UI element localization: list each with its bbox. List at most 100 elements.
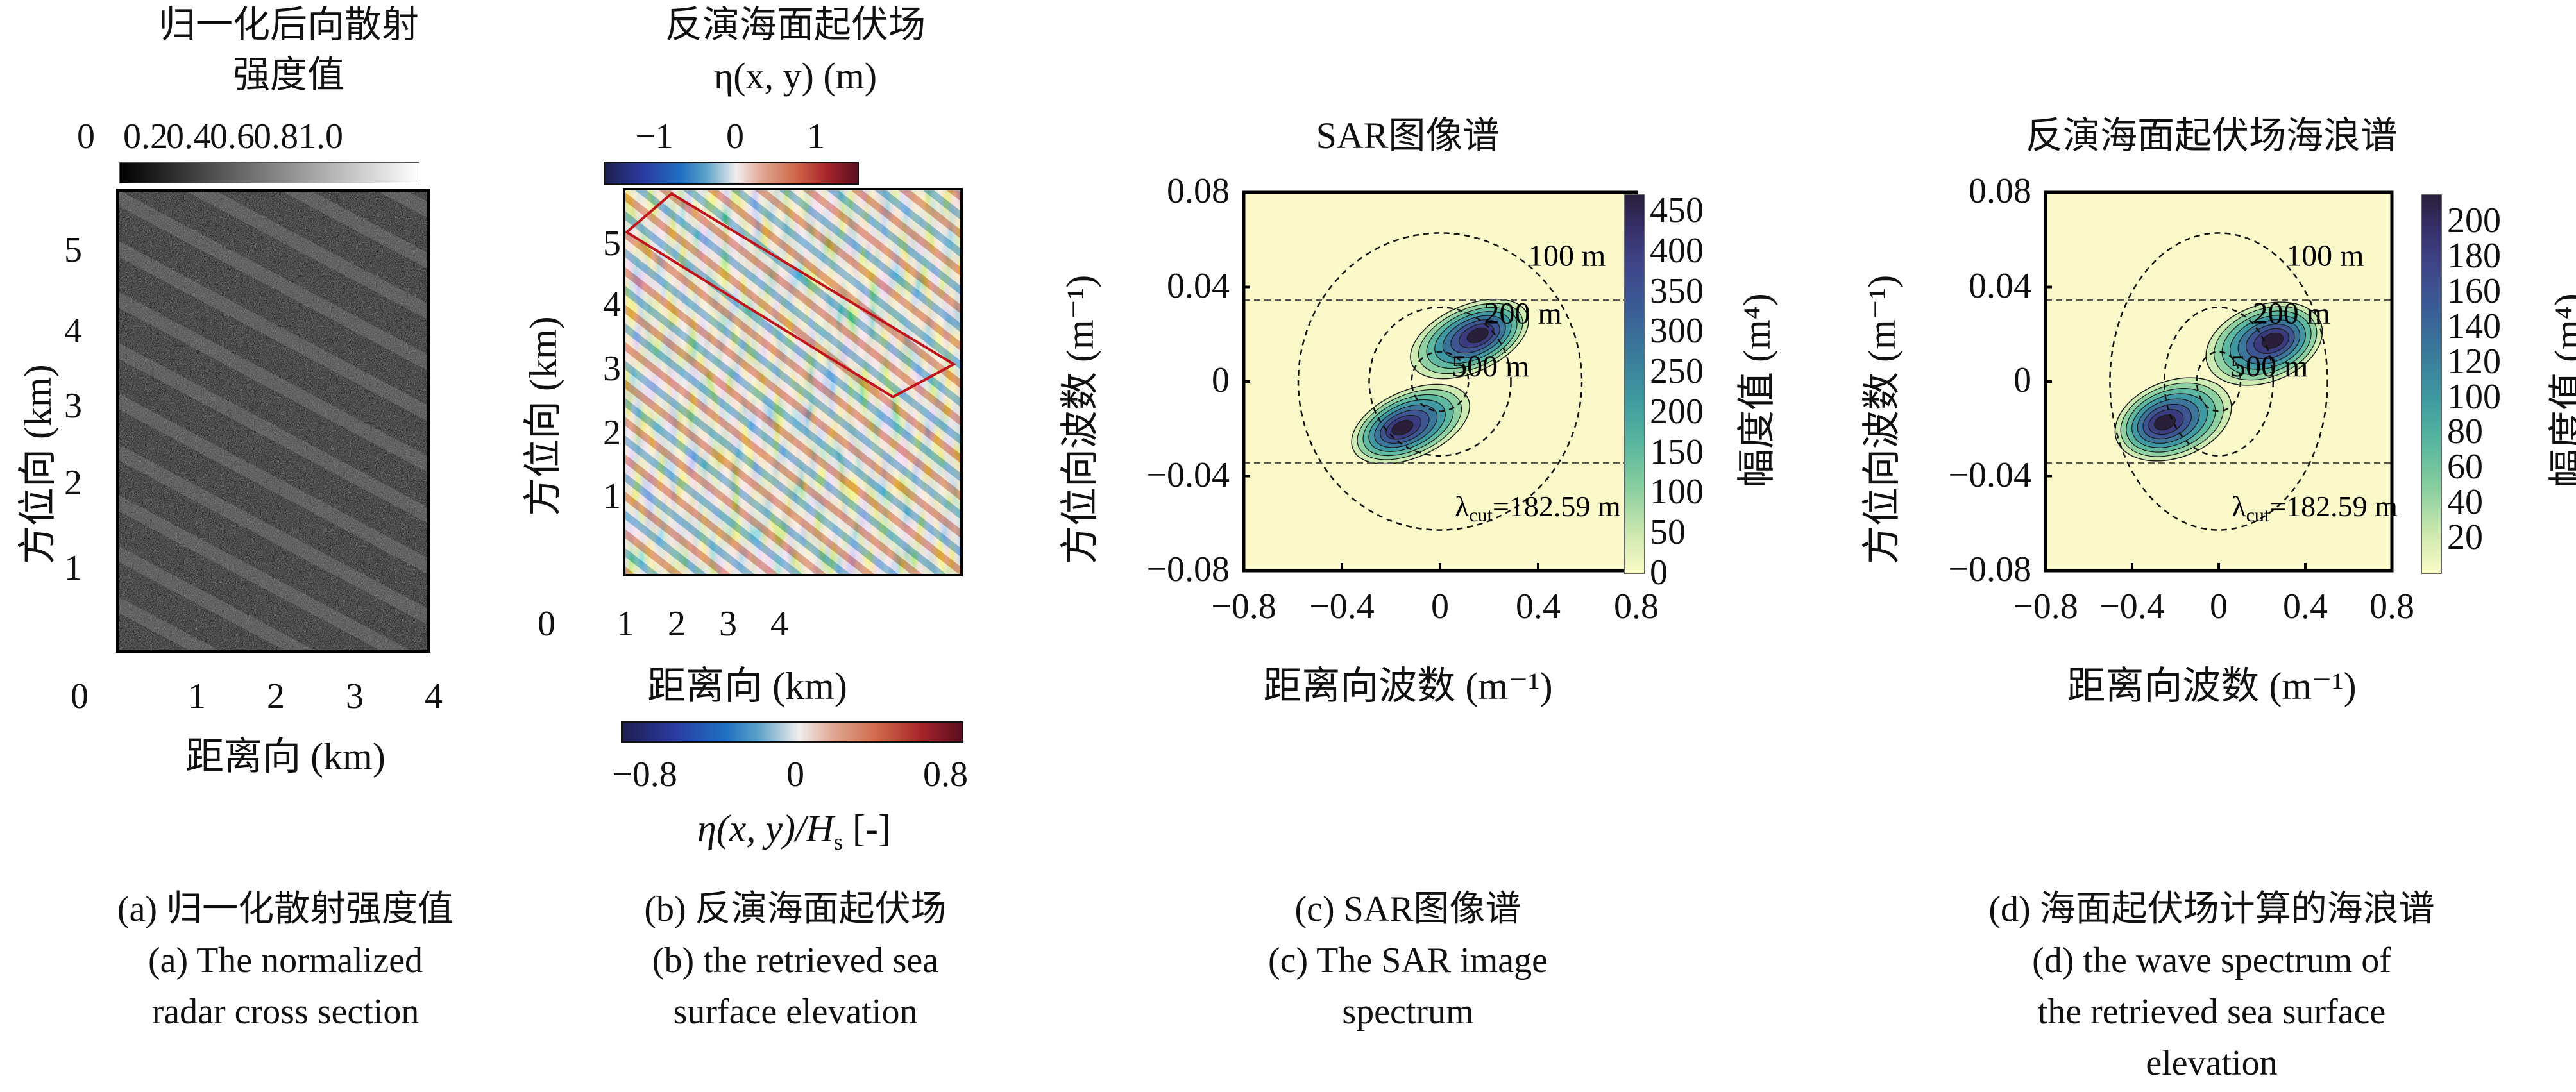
caption-en-line2: the retrieved sea surface xyxy=(2037,992,2386,1032)
wavelength-label: 500 m xyxy=(2230,349,2308,383)
x-tick: 4 xyxy=(770,604,788,644)
caption-cn: (d) 海面起伏场计算的海浪谱 xyxy=(1988,889,2435,929)
colorbar-tick: 0 xyxy=(786,755,804,794)
y-tick-label: −0.08 xyxy=(1948,550,2031,589)
x-tick: 4 xyxy=(425,676,443,716)
colorbar-tick-label: 80 xyxy=(2447,412,2483,452)
plot-background xyxy=(2046,192,2392,571)
y-tick: 2 xyxy=(64,463,82,503)
y-tick-label: −0.04 xyxy=(1146,455,1230,495)
colorbar-tick-label: 250 xyxy=(1650,351,1704,392)
colorbar-tick-label: 120 xyxy=(2447,341,2501,382)
contour-level xyxy=(1391,419,1414,436)
contour-level xyxy=(2262,332,2284,349)
colorbar-tick-label: 350 xyxy=(1650,271,1704,311)
x-tick-label: 0 xyxy=(1431,587,1449,626)
wavelength-label: 100 m xyxy=(2286,239,2364,273)
y-tick: 5 xyxy=(64,230,82,270)
panel-c-spectrum-plot: 100 m 200 m 500 m λcut=182.59 m xyxy=(1242,190,1638,573)
panel-c-caption: (c) SAR图像谱 (c) The SAR image spectrum xyxy=(1268,884,1548,1037)
panel-c-colorbar-label: 幅度值 (m⁴) xyxy=(1736,293,1778,487)
colorbar-tick: 0 xyxy=(726,117,744,156)
y-tick-label: 0 xyxy=(1212,360,1230,400)
panel-b-top-colorbar xyxy=(604,162,859,185)
highlight-box xyxy=(624,192,957,399)
x-tick-label: 0.4 xyxy=(1516,587,1561,626)
colorbar-tick: 0.8 xyxy=(253,117,298,156)
wavelength-circle xyxy=(2196,351,2242,412)
y-tick-label: −0.08 xyxy=(1146,550,1230,589)
y-tick: 4 xyxy=(64,311,82,351)
panel-a-title-line2: 强度值 xyxy=(232,54,345,96)
cutoff-symbol: λ xyxy=(2232,490,2246,523)
colorbar-tick: 0.8 xyxy=(923,755,968,794)
x-tick-label: 0.4 xyxy=(2283,587,2328,626)
panel-a-caption: (a) 归一化散射强度值 (a) The normalized radar cr… xyxy=(117,884,453,1037)
colorbar-tick: 1 xyxy=(807,117,825,156)
x-tick-label: −0.4 xyxy=(2099,587,2165,626)
y-tick-label: 0.04 xyxy=(1969,265,2031,306)
colorbar-tick-label: 140 xyxy=(2447,306,2501,346)
x-tick-label: 0.8 xyxy=(2369,587,2414,626)
x-tick: 3 xyxy=(346,676,364,716)
colorbar-tick-label: 0 xyxy=(1650,553,1668,592)
wavelength-circle xyxy=(2109,232,2328,531)
panel-d-title: 反演海面起伏场海浪谱 xyxy=(2025,115,2398,156)
panel-b-ylabel: 方位向 (km) xyxy=(522,316,564,516)
panel-b-elevation-map xyxy=(623,188,963,576)
x-tick: 1 xyxy=(616,604,634,644)
y-tick-label: 0.08 xyxy=(1969,171,2031,211)
wavelength-circle xyxy=(2163,306,2275,457)
cutoff-label: λcut=182.59 m xyxy=(1455,490,1621,526)
contour-level xyxy=(2153,414,2176,431)
colorbar-tick: 0.2 xyxy=(123,117,168,156)
cutoff-value: =182.59 m xyxy=(2269,490,2398,523)
x-tick: 0 xyxy=(71,676,89,716)
panel-d-xlabel: 距离向波数 (m⁻¹) xyxy=(2067,665,2357,707)
panel-d-spectrum-plot: 100 m 200 m 500 m λcut=182.59 m xyxy=(2044,190,2398,573)
colorbar-tick: 0.6 xyxy=(210,117,255,156)
y-tick: 3 xyxy=(64,386,82,426)
y-tick-label: 0 xyxy=(2013,360,2031,400)
wavelength-circle xyxy=(1411,351,1470,412)
panel-b-title-line2: η(x, y) (m) xyxy=(713,55,877,97)
caption-cn: (b) 反演海面起伏场 xyxy=(644,889,947,929)
colorbar-tick: 1.0 xyxy=(298,117,343,156)
panel-a-image xyxy=(116,189,430,653)
panel-b-caption: (b) 反演海面起伏场 (b) the retrieved sea surfac… xyxy=(644,884,946,1037)
wavelength-circle xyxy=(1368,306,1512,457)
caption-cn: (c) SAR图像谱 xyxy=(1294,889,1521,929)
colorbar-tick-label: 200 xyxy=(1650,391,1704,432)
wavelength-label: 100 m xyxy=(1528,239,1606,273)
caption-cn: (a) 归一化散射强度值 xyxy=(117,889,454,929)
caption-en-line1: (a) The normalized xyxy=(148,941,423,980)
x-tick-label: 0 xyxy=(2210,587,2228,626)
caption-en-line1: (b) the retrieved sea xyxy=(652,941,939,980)
colorbar-tick-label: 200 xyxy=(2447,201,2501,241)
label-main: η(x, y)/H xyxy=(697,807,835,850)
cutoff-symbol: λ xyxy=(1455,490,1470,523)
panel-b-bottom-colorbar xyxy=(621,721,963,743)
caption-en-line3: elevation xyxy=(2146,1043,2278,1083)
cutoff-label: λcut=182.59 m xyxy=(2232,490,2398,526)
x-tick: 2 xyxy=(668,604,686,644)
colorbar-tick-label: 450 xyxy=(1650,190,1704,231)
y-tick-label: 0.04 xyxy=(1167,265,1230,306)
panel-b-title-line1: 反演海面起伏场 xyxy=(665,4,926,46)
plot-background xyxy=(1244,192,1636,571)
wavelength-label: 500 m xyxy=(1452,349,1529,383)
cutoff-subscript: cut xyxy=(1469,505,1493,526)
panel-a-colorbar xyxy=(119,162,419,183)
wavelength-label: 200 m xyxy=(2253,297,2330,331)
x-tick-label: −0.8 xyxy=(2013,587,2078,626)
y-tick-label: 0.08 xyxy=(1167,171,1230,211)
colorbar-tick-label: 150 xyxy=(1650,432,1704,472)
y-tick: 5 xyxy=(603,224,621,264)
panel-a-ylabel: 方位向 (km) xyxy=(17,364,59,564)
colorbar-tick-label: 60 xyxy=(2447,447,2483,487)
colorbar-tick-label: 20 xyxy=(2447,517,2483,558)
panel-c-colorbar xyxy=(1624,194,1645,574)
wavelength-circle xyxy=(1297,232,1583,531)
panel-d-colorbar-label: 幅度值 (m⁴) xyxy=(2547,293,2576,487)
y-tick: 1 xyxy=(603,476,621,516)
